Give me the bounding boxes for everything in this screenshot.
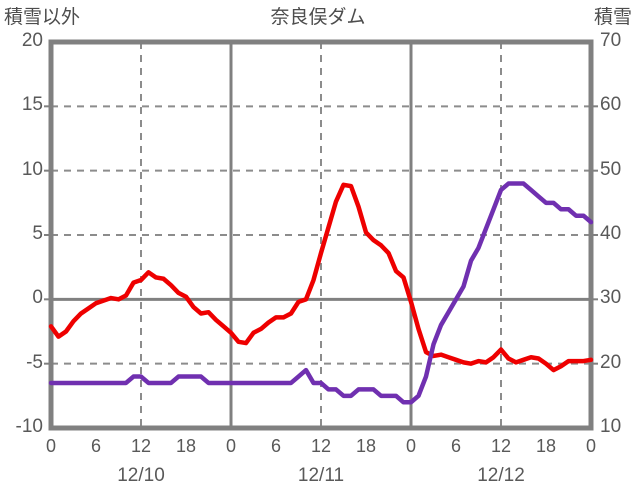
left-tick-label: 15 <box>21 94 43 116</box>
right-tick-label: 30 <box>600 287 622 309</box>
right-tick-label: 10 <box>600 416 622 437</box>
x-tick-label: 12 <box>130 436 152 456</box>
x-tick-label: 6 <box>90 436 101 456</box>
left-tick-label: 20 <box>21 30 43 51</box>
day-label: 12/10 <box>117 465 165 486</box>
series-line-snow <box>48 181 594 405</box>
x-tick-label: 18 <box>355 436 377 456</box>
x-tick-label: 0 <box>585 436 596 456</box>
x-tick-label: 18 <box>175 436 197 456</box>
series-line-nonsnow <box>48 182 594 373</box>
right-tick-label: 70 <box>600 30 622 51</box>
left-axis-title: 積雪以外 <box>4 7 81 28</box>
series-lines <box>48 181 594 405</box>
x-tick-label: 12 <box>310 436 332 456</box>
gridlines <box>51 42 591 428</box>
chart-title: 奈良俣ダム <box>270 7 366 28</box>
right-axis-title: 積雪 <box>593 7 632 28</box>
x-tick-label: 0 <box>225 436 236 456</box>
x-tick-label: 6 <box>450 436 461 456</box>
x-tick-label: 18 <box>535 436 557 456</box>
left-tick-label: -10 <box>15 416 43 437</box>
x-tick-label: 0 <box>45 436 56 456</box>
left-tick-label: 0 <box>32 287 43 309</box>
right-tick-label: 20 <box>600 351 622 373</box>
x-tick-label: 12 <box>490 436 512 456</box>
left-tick-label: 10 <box>21 158 43 180</box>
right-tick-label: 40 <box>600 223 622 244</box>
axes-frame <box>44 39 598 431</box>
x-tick-label: 0 <box>405 436 416 456</box>
day-label: 12/12 <box>477 465 525 486</box>
right-tick-label: 50 <box>600 158 622 180</box>
left-tick-label: -5 <box>26 351 43 373</box>
day-label: 12/11 <box>297 465 345 486</box>
x-tick-label: 6 <box>270 436 281 456</box>
left-tick-label: 5 <box>32 223 43 244</box>
right-tick-label: 60 <box>600 94 622 116</box>
